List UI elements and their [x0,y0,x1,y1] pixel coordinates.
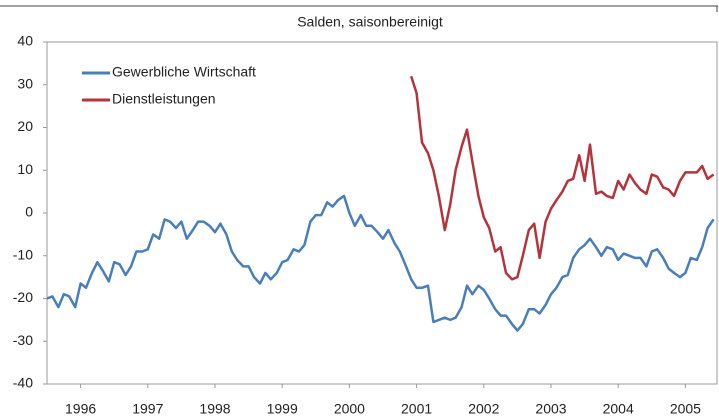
x-tick-label: 1998 [199,401,230,416]
legend-label: Dienstleistungen [112,91,216,107]
y-tick-label: 30 [17,75,33,91]
chart-subtitle: Salden, saisonbereinigt [297,14,443,30]
y-tick-label: 20 [17,118,33,134]
y-tick-label: 40 [17,33,33,49]
x-tick-label: 1996 [65,401,96,416]
y-tick-label: -30 [13,332,33,348]
series-line [410,75,715,281]
x-tick-label: 2003 [535,401,566,416]
y-tick-label: 0 [25,204,33,220]
x-tick-label: 1999 [267,401,298,416]
y-tick-label: -10 [13,246,33,262]
y-tick-label: 10 [17,161,33,177]
x-tick-label: 2000 [334,401,365,416]
legend-label: Gewerbliche Wirtschaft [112,64,256,80]
x-tick-label: 2001 [401,401,432,416]
x-tick-label: 2004 [603,401,634,416]
x-tick-label: 1997 [132,401,163,416]
y-tick-label: -20 [13,289,33,305]
x-tick-label: 2002 [468,401,499,416]
x-tick-label: 2005 [670,401,701,416]
series-line [46,194,715,332]
y-tick-label: -40 [13,375,33,391]
legend-box [68,55,300,115]
